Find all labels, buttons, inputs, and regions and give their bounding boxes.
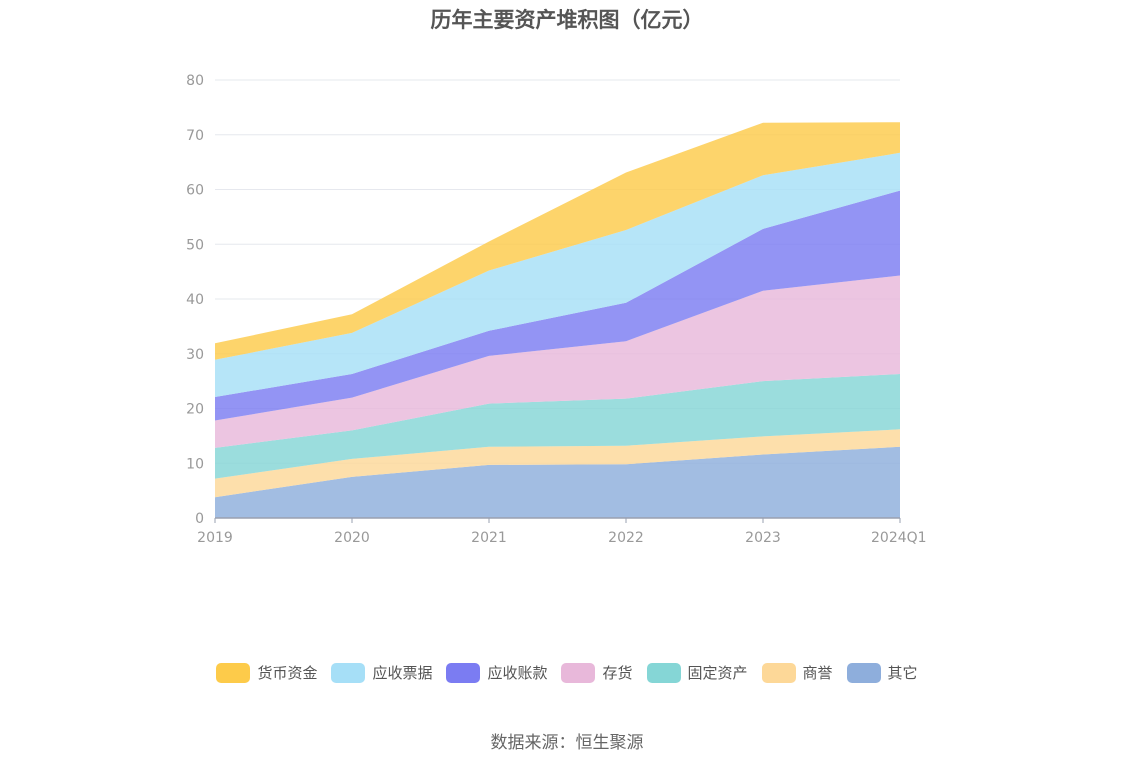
legend-item-2[interactable]: 应收账款 — [446, 662, 547, 683]
legend: 货币资金 应收票据 应收账款 存货 固定资产 商誉 其它 — [0, 662, 1134, 683]
legend-swatch — [846, 662, 881, 683]
legend-label: 货币资金 — [257, 664, 318, 682]
legend-swatch — [761, 662, 796, 683]
legend-label: 应收票据 — [372, 664, 433, 682]
legend-swatch — [446, 662, 481, 683]
x-tick-label-2: 2021 — [471, 530, 507, 546]
y-tick-label-4: 40 — [186, 292, 204, 308]
legend-label: 应收账款 — [487, 664, 548, 682]
x-tick-label-1: 2020 — [334, 530, 370, 546]
legend-item-0[interactable]: 货币资金 — [216, 662, 317, 683]
x-tick-label-3: 2022 — [608, 530, 644, 546]
area-series-6 — [215, 122, 900, 360]
x-tick-label-5: 2024Q1 — [871, 530, 927, 546]
x-tick-label-0: 2019 — [197, 530, 233, 546]
legend-item-1[interactable]: 应收票据 — [331, 662, 432, 683]
legend-item-6[interactable]: 其它 — [846, 662, 918, 683]
y-tick-label-3: 30 — [186, 347, 204, 363]
x-tick-label-4: 2023 — [745, 530, 781, 546]
legend-swatch — [561, 662, 596, 683]
legend-swatch — [216, 662, 251, 683]
area-series — [215, 122, 900, 518]
legend-label: 商誉 — [802, 664, 833, 682]
area-series-4 — [215, 190, 900, 421]
legend-swatch — [331, 662, 366, 683]
axes: 0 10 20 30 40 50 60 70 80 2019 2020 2021 2022 2023 202… — [186, 73, 926, 546]
y-tick-label-8: 80 — [186, 73, 204, 89]
legend-item-3[interactable]: 存货 — [561, 662, 633, 683]
legend-label: 存货 — [602, 664, 633, 682]
legend-item-4[interactable]: 固定资产 — [646, 662, 748, 683]
chart-title: 历年主要资产堆积图（亿元） — [430, 8, 704, 32]
y-tick-label-6: 60 — [186, 183, 204, 199]
legend-swatch — [646, 662, 681, 683]
data-source: 数据来源：恒生聚源 — [490, 733, 644, 753]
legend-label: 固定资产 — [687, 664, 748, 682]
y-tick-label-2: 20 — [186, 402, 204, 418]
y-tick-label-5: 50 — [186, 237, 204, 253]
legend-item-5[interactable]: 商誉 — [761, 662, 833, 683]
legend-label: 其它 — [887, 664, 918, 682]
area-series-0 — [215, 446, 900, 518]
area-series-3 — [215, 275, 900, 448]
area-series-1 — [215, 429, 900, 498]
area-series-2 — [215, 374, 900, 479]
y-tick-label-7: 70 — [186, 128, 204, 144]
y-tick-label-0: 0 — [195, 511, 204, 527]
y-tick-label-1: 10 — [186, 456, 204, 472]
area-series-5 — [215, 152, 900, 397]
